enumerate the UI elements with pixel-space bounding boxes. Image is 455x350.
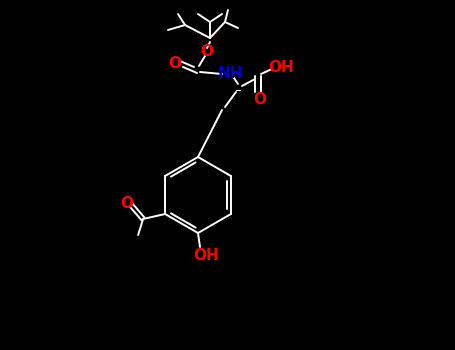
Text: OH: OH bbox=[268, 61, 294, 76]
Text: O: O bbox=[201, 44, 213, 60]
Text: O: O bbox=[168, 56, 182, 71]
Text: OH: OH bbox=[193, 247, 219, 262]
Text: O: O bbox=[253, 92, 267, 107]
Text: NH: NH bbox=[217, 66, 243, 82]
Text: O: O bbox=[121, 196, 134, 211]
